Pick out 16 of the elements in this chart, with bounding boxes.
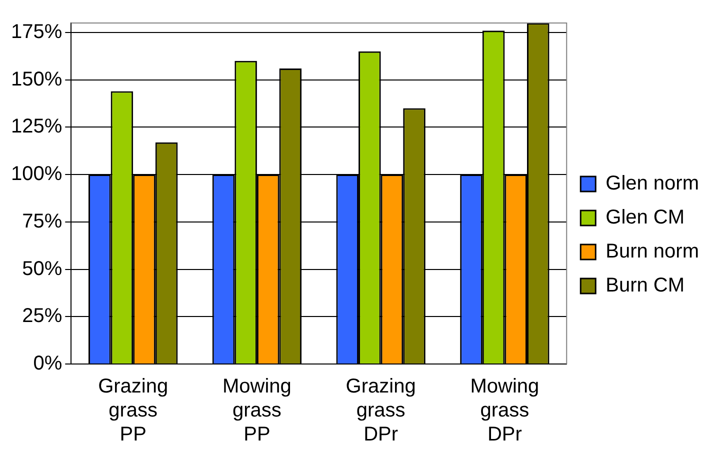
y-tick-label: 25% xyxy=(22,305,62,328)
y-tick-label: 50% xyxy=(22,258,62,280)
legend-label: Burn norm xyxy=(606,240,700,263)
y-tick-label: 175% xyxy=(10,20,62,43)
y-tick-label: 100% xyxy=(10,163,62,186)
y-tick-label: 0% xyxy=(33,352,62,375)
y-tick-label: 150% xyxy=(10,68,62,90)
x-tick-label: Mowing grass PP xyxy=(222,376,292,446)
y-tick-label: 125% xyxy=(10,116,62,138)
y-tick-label: 75% xyxy=(22,210,62,232)
legend-label: Glen norm xyxy=(606,172,700,195)
x-tick-label: Grazing grass DPr xyxy=(346,376,416,446)
x-tick-label: Mowing grass DPr xyxy=(470,376,540,446)
legend-label: Glen CM xyxy=(606,206,685,229)
x-tick-label: Grazing grass PP xyxy=(98,376,168,446)
legend-label: Burn CM xyxy=(606,274,685,297)
